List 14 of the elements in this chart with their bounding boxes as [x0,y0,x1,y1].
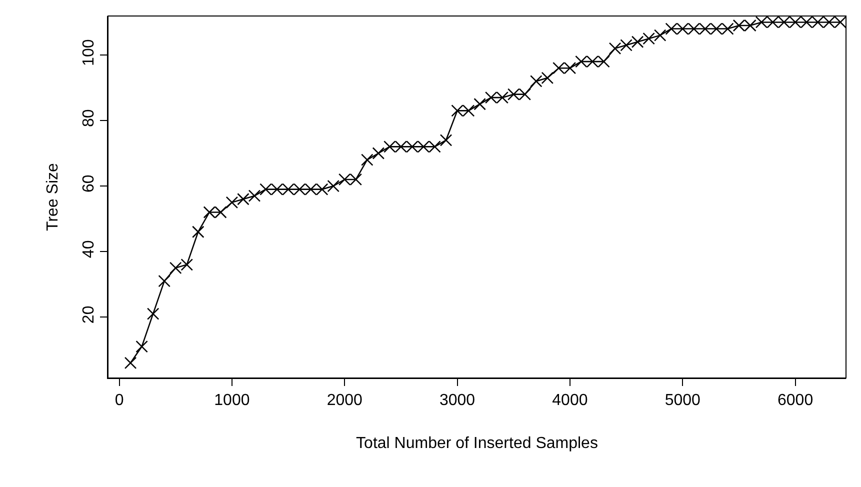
y-axis-title: Tree Size [44,162,62,231]
x-tick-label: 5000 [664,392,701,410]
x-tick-label: 0 [114,392,124,410]
x-tick-label: 2000 [326,392,363,410]
y-tick-label: 100 [80,39,98,66]
x-tick-label: 1000 [214,392,250,410]
x-tick-label: 3000 [439,392,476,410]
x-axis-title: Total Number of Inserted Samples [356,434,598,452]
x-tick-label: 6000 [778,392,814,410]
y-tick-label: 80 [80,109,98,127]
y-tick-label: 20 [80,306,98,324]
y-tick-label: 40 [80,240,98,258]
x-tick-label: 4000 [552,392,588,410]
y-tick-label: 60 [80,174,98,193]
